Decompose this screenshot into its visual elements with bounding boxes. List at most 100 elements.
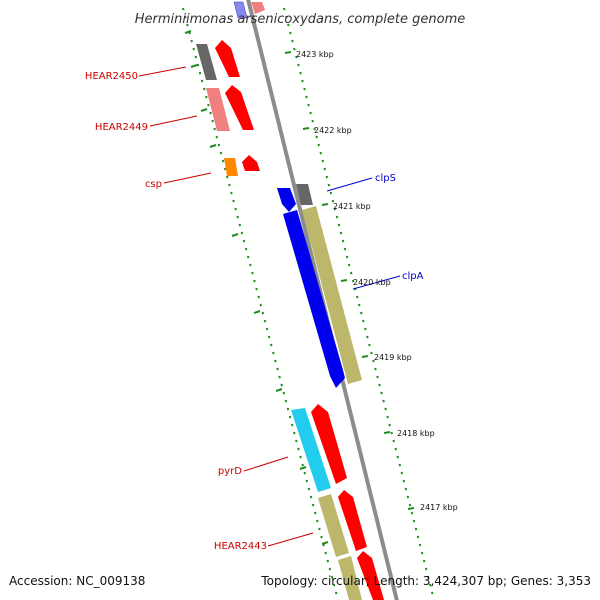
tick-dot: [305, 479, 309, 483]
kbp-tick: [340, 279, 348, 282]
tick-dot: [330, 575, 334, 579]
gene-hear2443-khaki[interactable]: [318, 494, 349, 557]
map-title: Herminiimonas arsenicoxydans, complete g…: [135, 12, 465, 27]
tick-dot: [255, 287, 258, 291]
tick-dot: [284, 399, 288, 403]
kbp-label-2423: 2423 kbp: [296, 50, 334, 59]
tick-dot: [299, 455, 302, 459]
tick-dot: [309, 111, 312, 115]
tick-dot: [299, 71, 302, 75]
kbp-tick: [184, 30, 192, 34]
tick-dot: [356, 295, 359, 299]
tick-dot: [315, 135, 318, 139]
tick-dot: [396, 455, 400, 459]
kbp-tick: [321, 541, 329, 545]
tick-dot: [334, 591, 338, 595]
tick-dot: [297, 447, 300, 451]
gene-csp-red[interactable]: [242, 155, 260, 171]
gene-pyrd-cyan[interactable]: [291, 408, 331, 492]
gene-clps-blue[interactable]: [277, 188, 296, 212]
tick-dot: [205, 95, 208, 99]
tick-dot: [290, 423, 294, 427]
tick-dot: [319, 151, 322, 155]
gene-hear2443-red[interactable]: [338, 490, 367, 551]
tick-dot: [368, 343, 371, 347]
kbp-tick: [209, 144, 217, 148]
tick-dot: [321, 159, 325, 163]
tick-dot: [364, 327, 367, 331]
gene-label-clps[interactable]: clpS: [375, 173, 396, 184]
tick-dot: [261, 311, 265, 315]
gene-hear2450-grey[interactable]: [196, 44, 217, 80]
tick-dot: [374, 367, 377, 371]
tick-dot: [329, 191, 333, 195]
kbp-label-2418: 2418 kbp: [397, 429, 435, 438]
gene-label-hear2449[interactable]: HEAR2449: [95, 122, 148, 133]
gene-hear2449-pink[interactable]: [206, 88, 230, 131]
kbp-tick: [190, 64, 198, 68]
tick-dot: [270, 343, 273, 347]
tick-dot: [333, 207, 337, 211]
gene-clpa-khaki[interactable]: [302, 206, 362, 384]
tick-dot: [297, 63, 300, 67]
tick-dot: [230, 191, 233, 195]
gene-label-pyrd[interactable]: pyrD: [218, 466, 242, 477]
tick-dot: [431, 591, 434, 595]
tick-dot: [223, 167, 227, 171]
tick-dot: [253, 279, 256, 283]
tick-dot: [313, 511, 317, 515]
tick-dot: [339, 231, 343, 235]
tick-dot: [259, 303, 263, 307]
tick-dot: [232, 199, 235, 203]
tick-dot: [404, 487, 408, 491]
tick-dot: [305, 95, 308, 99]
gene-label-hear2450[interactable]: HEAR2450: [85, 71, 138, 82]
tick-dot: [402, 479, 406, 483]
kbp-tick: [275, 388, 283, 392]
topology-text: Topology: circular; Length: 3,424,307 bp…: [261, 574, 591, 588]
tick-dot: [370, 351, 373, 355]
tick-dot: [249, 263, 252, 267]
gene-hear2450-red[interactable]: [215, 40, 240, 77]
tick-dot: [311, 503, 315, 507]
kbp-tick: [253, 310, 261, 314]
tick-dot: [240, 231, 244, 235]
tick-dot: [386, 415, 389, 419]
gene-label-clpa[interactable]: clpA: [402, 271, 424, 282]
gene-pyrd-red[interactable]: [311, 404, 347, 484]
gene-label-csp[interactable]: csp: [145, 179, 162, 190]
tick-dot: [192, 47, 195, 51]
gene-arrow-top-blue[interactable]: [233, 1, 248, 19]
tick-dot: [426, 575, 430, 579]
tick-dot: [428, 583, 432, 587]
tick-dot: [351, 279, 355, 283]
tick-dot: [309, 495, 313, 499]
tick-dot: [226, 175, 229, 179]
accession-text: Accession: NC_009138: [9, 574, 146, 588]
gene-csp-orange[interactable]: [224, 158, 238, 176]
tick-dot: [366, 335, 369, 339]
gene-bottom-khaki[interactable]: [338, 556, 362, 600]
gene-label-hear2443[interactable]: HEAR2443: [214, 541, 267, 552]
tick-dot: [360, 311, 363, 315]
tick-dot: [242, 239, 246, 243]
kbp-ticks: [184, 30, 415, 545]
tick-dot: [194, 55, 198, 59]
gene-hear2449-red[interactable]: [225, 85, 254, 130]
tick-dot: [337, 223, 341, 227]
kbp-tick: [361, 355, 369, 358]
tick-dot: [394, 447, 397, 451]
tick-dot: [288, 415, 292, 419]
gene-clpa-blue[interactable]: [283, 210, 345, 388]
tick-dot: [278, 375, 281, 379]
gene-bottom-red[interactable]: [357, 551, 384, 600]
tick-dot: [274, 359, 277, 363]
tick-dot: [196, 63, 200, 67]
gene-arrow-top-red[interactable]: [251, 2, 265, 14]
tick-dot: [390, 431, 393, 435]
tick-dot: [343, 247, 347, 251]
gene-clps-grey[interactable]: [296, 184, 313, 205]
tick-dot: [422, 559, 426, 563]
tick-dot: [257, 295, 260, 299]
